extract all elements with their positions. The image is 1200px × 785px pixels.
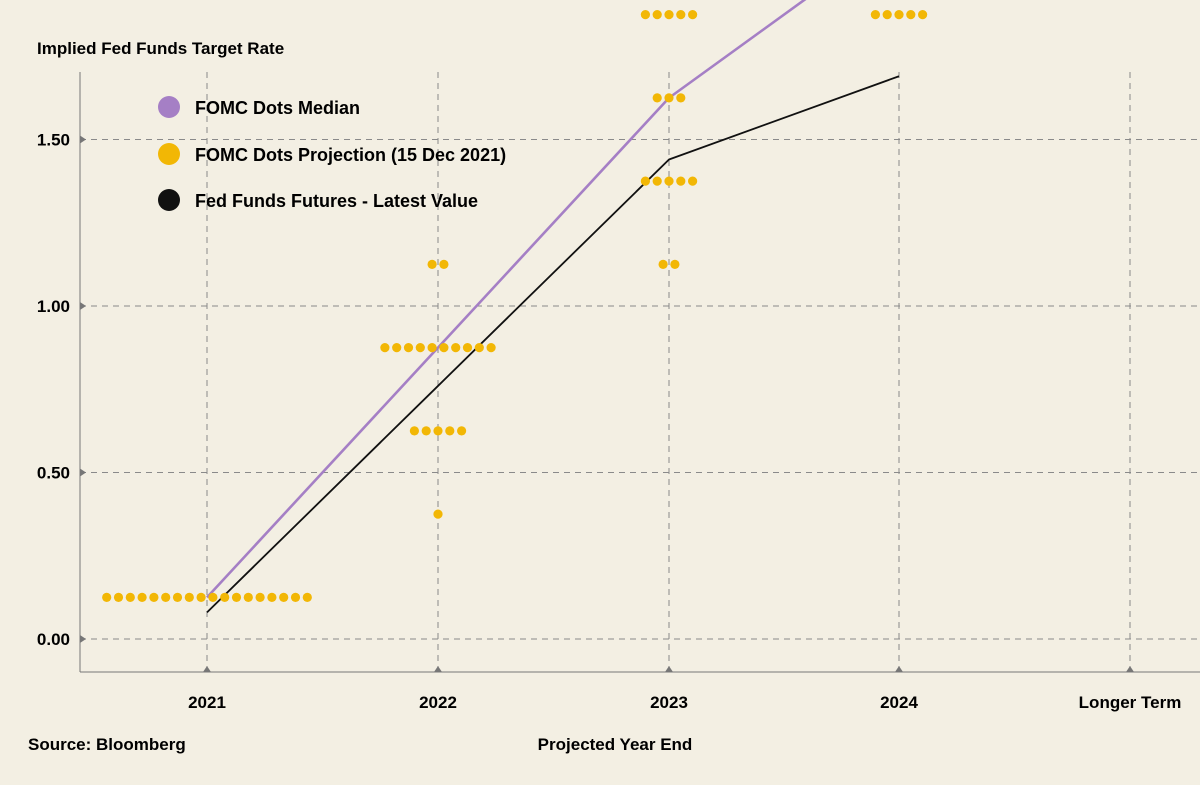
y-tick-label: 1.00	[37, 297, 70, 316]
x-axis-title: Projected Year End	[538, 735, 693, 754]
series-line-fed-funds-futures-latest-value	[206, 75, 900, 614]
y-tick-mark	[80, 635, 86, 643]
projection-dot	[302, 592, 312, 602]
projection-dot	[676, 10, 686, 20]
projection-dot	[125, 592, 135, 602]
projection-dot	[664, 176, 674, 186]
y-tick-labels: 0.000.501.001.502.002.503.00	[37, 131, 70, 650]
projection-dot	[870, 10, 881, 20]
y-tick-label: 0.50	[37, 464, 70, 483]
projection-dots	[102, 10, 928, 602]
gridlines	[80, 72, 1200, 672]
projection-dot	[231, 592, 242, 602]
projection-dot	[403, 343, 414, 353]
projection-dot	[409, 426, 419, 436]
x-tick-mark	[1126, 666, 1134, 672]
legend-label: FOMC Dots Projection (15 Dec 2021)	[195, 145, 506, 165]
projection-dot	[486, 343, 496, 353]
y-tick-mark	[80, 302, 86, 310]
projection-dot	[113, 592, 124, 602]
projection-dot	[918, 10, 928, 20]
projection-dot	[220, 592, 230, 602]
projection-dot	[652, 10, 662, 20]
legend-marker	[158, 143, 180, 165]
axes	[79, 72, 1200, 673]
projection-dot	[664, 93, 674, 103]
x-tick-label: 2021	[188, 693, 226, 712]
x-tick-mark	[434, 666, 442, 672]
x-tick-label: 2022	[419, 693, 457, 712]
x-tick-label: Longer Term	[1079, 693, 1182, 712]
y-tick-mark	[80, 135, 86, 144]
projection-dot	[433, 509, 443, 519]
projection-dot	[640, 176, 651, 186]
projection-dot	[137, 592, 147, 602]
projection-dot	[161, 592, 171, 602]
y-tick-mark	[80, 468, 86, 477]
projection-dot	[894, 10, 904, 20]
x-tick-label: 2023	[650, 693, 688, 712]
legend-label: Fed Funds Futures - Latest Value	[195, 191, 478, 211]
projection-dot	[462, 343, 473, 353]
y-tick-label: 1.50	[37, 131, 70, 150]
projection-dot	[415, 343, 425, 353]
y-tick-label: 0.00	[37, 630, 70, 649]
projection-dot	[445, 426, 455, 436]
legend-label: FOMC Dots Median	[195, 98, 360, 118]
projection-dot	[267, 592, 277, 602]
projection-dot	[427, 259, 437, 269]
legend: FOMC Dots Median FOMC Dots Projection (15…	[158, 96, 506, 211]
projection-dot	[433, 426, 443, 436]
projection-dot	[208, 592, 218, 602]
projection-dot	[421, 426, 431, 436]
legend-marker	[158, 189, 180, 211]
x-tick-mark	[665, 666, 673, 672]
source-note: Source: Bloomberg	[28, 735, 186, 754]
projection-dot	[640, 10, 651, 20]
projection-dot	[380, 343, 390, 353]
projection-dot	[196, 592, 206, 602]
projection-dot	[427, 343, 437, 353]
x-tick-mark	[203, 666, 211, 672]
projection-dot	[670, 259, 680, 269]
x-tick-labels: 2021 2022 2023 2024 Longer Term	[188, 693, 1181, 712]
projection-dot	[474, 343, 484, 353]
projection-dot	[439, 343, 449, 353]
projection-dot	[658, 259, 668, 269]
series-line-fomc-dots-median	[206, 0, 807, 599]
projection-dot	[149, 592, 159, 602]
projection-dot	[676, 93, 686, 103]
projection-dot	[688, 10, 698, 20]
projection-dot	[184, 592, 194, 602]
projection-dot	[290, 592, 301, 602]
projection-dot	[652, 93, 662, 103]
projection-dot	[652, 176, 662, 186]
projection-dot	[882, 10, 892, 20]
projection-dot	[664, 10, 674, 20]
projection-dot	[457, 426, 467, 436]
projection-dot	[243, 592, 253, 602]
projection-dot	[676, 176, 686, 186]
x-tick-mark	[895, 666, 903, 672]
projection-dot	[392, 343, 402, 353]
projection-dot	[906, 10, 916, 20]
y-axis-title: Implied Fed Funds Target Rate	[37, 39, 284, 58]
projection-dot	[279, 592, 289, 602]
projection-dot	[255, 592, 265, 602]
projection-dot	[172, 592, 183, 602]
legend-marker	[158, 96, 180, 118]
x-tick-label: 2024	[880, 693, 918, 712]
projection-dot	[451, 343, 461, 353]
projection-dot	[102, 592, 112, 602]
projection-dot	[439, 259, 449, 269]
projection-dot	[688, 176, 698, 186]
